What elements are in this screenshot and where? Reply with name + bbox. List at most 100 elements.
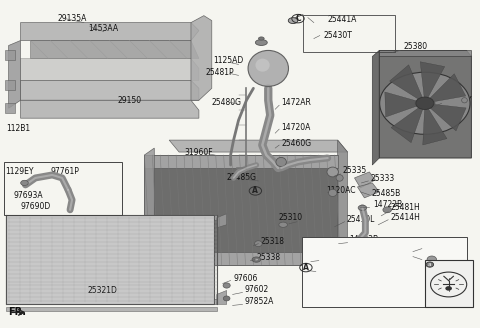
Polygon shape [144,252,337,265]
Circle shape [383,207,392,213]
Text: 29135A: 29135A [57,14,86,23]
Polygon shape [379,51,471,158]
Ellipse shape [276,157,287,167]
Polygon shape [425,74,466,103]
Ellipse shape [223,296,230,301]
Text: 25338: 25338 [256,253,280,262]
Polygon shape [372,51,379,165]
Polygon shape [5,80,14,90]
Text: 1453AA: 1453AA [88,24,118,33]
Polygon shape [5,51,14,60]
Text: 31960F: 31960F [184,148,213,156]
Polygon shape [391,103,425,143]
Ellipse shape [328,189,337,196]
Text: 97690D: 97690D [21,202,51,211]
Ellipse shape [358,205,367,211]
Polygon shape [6,307,217,311]
Text: 25441A: 25441A [328,15,357,24]
Polygon shape [21,100,199,118]
Ellipse shape [327,167,338,177]
Ellipse shape [254,241,262,247]
Text: 25485G: 25485G [227,174,257,182]
Polygon shape [144,148,154,265]
Text: 97852A: 97852A [244,297,274,306]
Polygon shape [191,16,212,100]
Text: 1120AC: 1120AC [326,186,355,195]
Text: 14722B: 14722B [424,252,453,261]
Circle shape [380,72,470,134]
Text: 25329C: 25329C [437,260,466,269]
Polygon shape [306,265,326,277]
Text: 25310: 25310 [278,213,302,222]
Bar [425,259,473,307]
Text: 25480G: 25480G [212,98,242,107]
Text: 14722B: 14722B [349,235,379,244]
Text: 25460G: 25460G [281,139,311,148]
Text: 1129EY: 1129EY [444,96,472,105]
Polygon shape [217,214,227,228]
Text: 1125AD: 1125AD [213,56,243,65]
Bar [302,237,468,307]
Polygon shape [379,51,471,56]
Polygon shape [6,215,217,220]
Text: 112B1: 112B1 [7,124,31,133]
Text: 25485B: 25485B [372,189,401,198]
Ellipse shape [427,256,436,263]
Polygon shape [144,155,337,265]
Polygon shape [30,41,199,58]
Text: A: A [252,186,258,195]
Text: a: a [428,262,432,267]
Ellipse shape [336,244,343,251]
Bar [4,162,121,215]
Text: FR.: FR. [9,307,26,318]
Text: A: A [303,263,309,272]
Circle shape [445,286,452,291]
Text: 25410L: 25410L [347,215,375,224]
Text: 25335: 25335 [343,167,367,175]
Polygon shape [390,65,425,103]
Text: 25380: 25380 [403,42,427,51]
Text: 14722B: 14722B [373,200,402,209]
Polygon shape [21,58,199,80]
Circle shape [416,97,434,110]
Text: 25481P: 25481P [206,68,234,77]
Ellipse shape [462,98,468,103]
Ellipse shape [415,98,435,108]
Polygon shape [5,103,14,113]
Text: 25318: 25318 [260,237,284,246]
Ellipse shape [258,37,264,40]
Polygon shape [423,103,447,145]
Text: 25485F: 25485F [321,253,349,262]
Ellipse shape [252,257,261,262]
Polygon shape [6,299,217,304]
Ellipse shape [254,258,259,261]
Ellipse shape [288,18,298,24]
Circle shape [426,262,433,267]
Text: 29150: 29150 [118,96,142,105]
Ellipse shape [336,175,343,181]
Polygon shape [217,291,227,304]
Text: 97693A: 97693A [13,191,43,200]
Text: 25333: 25333 [371,174,395,183]
Ellipse shape [279,222,288,227]
Polygon shape [21,80,199,100]
Polygon shape [355,172,375,188]
Text: 97761P: 97761P [50,168,79,176]
Text: 97602: 97602 [244,285,269,294]
Polygon shape [337,140,348,265]
Text: 1129EY: 1129EY [6,168,34,176]
Polygon shape [9,41,21,108]
Polygon shape [21,23,199,41]
Ellipse shape [255,40,267,46]
Text: 25321D: 25321D [88,286,118,295]
Text: 14720A: 14720A [281,123,311,132]
Bar [6,215,214,304]
Bar [303,15,395,52]
Polygon shape [358,183,379,198]
Text: 1472AR: 1472AR [281,98,311,107]
Polygon shape [425,103,466,131]
Text: 25485B: 25485B [424,241,453,250]
Polygon shape [385,92,425,117]
Polygon shape [169,140,348,152]
Ellipse shape [255,59,270,72]
